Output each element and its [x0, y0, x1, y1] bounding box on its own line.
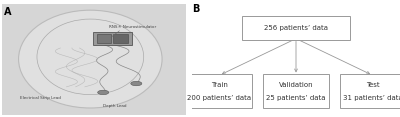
Text: 31 patients’ data: 31 patients’ data [343, 95, 400, 101]
Text: RNS® Neurostimulator: RNS® Neurostimulator [109, 25, 156, 29]
Text: B: B [192, 4, 199, 13]
Text: 25 patients’ data: 25 patients’ data [266, 95, 326, 101]
FancyBboxPatch shape [340, 74, 400, 108]
Text: Train: Train [211, 82, 228, 88]
Text: 256 patients’ data: 256 patients’ data [264, 25, 328, 31]
Text: Depth Lead: Depth Lead [103, 104, 127, 108]
FancyBboxPatch shape [113, 34, 128, 43]
FancyBboxPatch shape [97, 34, 112, 43]
Text: A: A [4, 7, 11, 17]
Text: Electrical Strip Lead: Electrical Strip Lead [20, 96, 61, 100]
Text: Validation: Validation [279, 82, 313, 88]
Text: 200 patients’ data: 200 patients’ data [187, 95, 251, 101]
FancyBboxPatch shape [2, 4, 186, 115]
Text: Test: Test [366, 82, 380, 88]
FancyBboxPatch shape [263, 74, 329, 108]
FancyBboxPatch shape [93, 32, 132, 45]
FancyBboxPatch shape [242, 16, 350, 40]
FancyBboxPatch shape [186, 74, 252, 108]
Ellipse shape [18, 10, 162, 108]
Ellipse shape [98, 90, 109, 95]
Ellipse shape [131, 81, 142, 86]
